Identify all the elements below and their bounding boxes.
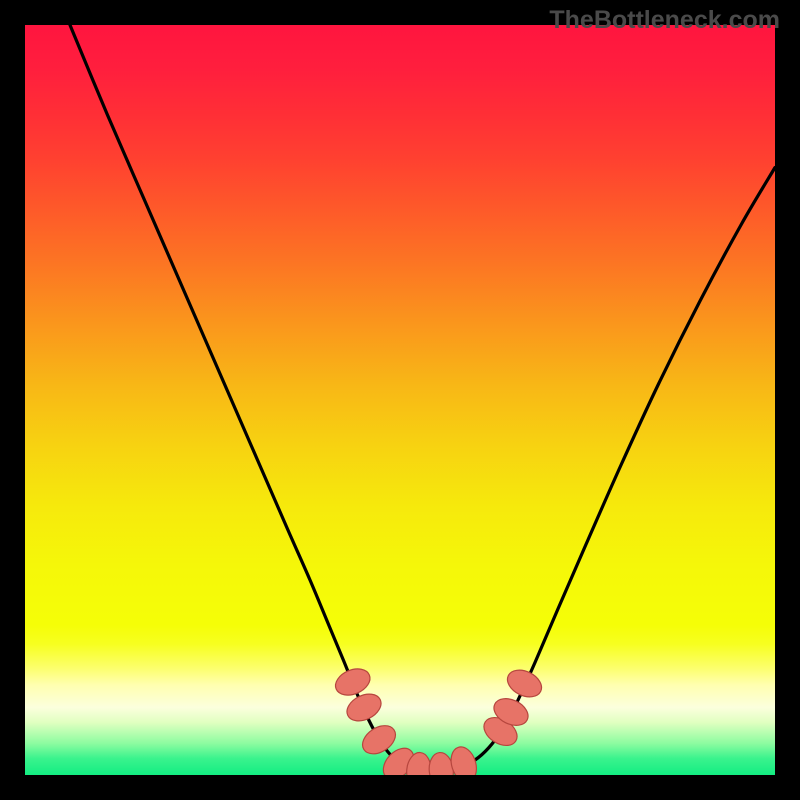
gradient-background: [25, 25, 775, 775]
chart-frame: [0, 0, 800, 800]
watermark-text: TheBottleneck.com: [549, 6, 780, 34]
bottleneck-chart: [0, 0, 800, 800]
watermark-label: TheBottleneck.com: [549, 6, 780, 35]
